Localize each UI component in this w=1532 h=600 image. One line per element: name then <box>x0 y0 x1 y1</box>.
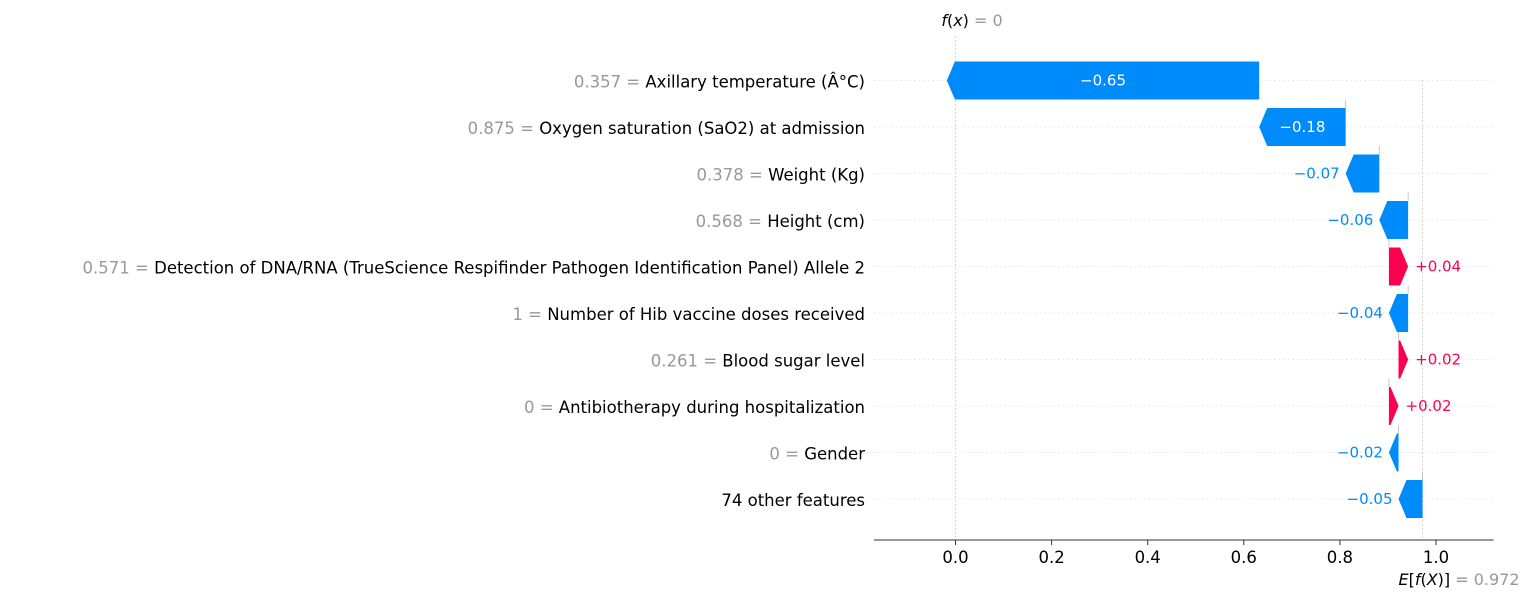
contribution-label: +0.02 <box>1415 351 1461 369</box>
contribution-bar <box>1259 108 1346 146</box>
feature-label: 0.875 = Oxygen saturation (SaO2) at admi… <box>468 119 865 138</box>
feature-name: Height (cm) <box>767 212 865 231</box>
contribution-label: −0.02 <box>1337 444 1383 462</box>
fx-annotation: f(x) = 0 <box>941 11 1002 30</box>
feature-value: 0 = <box>524 398 559 417</box>
feature-name: Oxygen saturation (SaO2) at admission <box>539 119 865 138</box>
feature-name: Weight (Kg) <box>768 165 865 184</box>
feature-label: 0.357 = Axillary temperature (Â°C) <box>574 72 865 91</box>
feature-value: 0.357 = <box>574 72 646 91</box>
feature-value: 0.875 = <box>468 119 540 138</box>
base-annotation: E[f(X)] = 0.972 <box>1398 570 1519 589</box>
contribution-label: −0.18 <box>1279 118 1325 136</box>
contribution-label: −0.04 <box>1337 304 1383 322</box>
contribution-bars: −0.65 −0.18 −0.07 −0.06 +0.04 −0.04 +0.02 +0.02… <box>946 61 1461 518</box>
contribution-label: +0.02 <box>1406 397 1452 415</box>
x-tick-label: 0.0 <box>942 548 968 567</box>
gridlines <box>873 36 1494 540</box>
feature-name: Number of Hib vaccine doses received <box>547 305 865 324</box>
x-tick-label: 0.2 <box>1038 548 1064 567</box>
feature-value: 1 = <box>512 305 547 324</box>
feature-label: 74 other features <box>721 491 865 510</box>
feature-name: Gender <box>804 444 865 463</box>
contribution-bar <box>1345 154 1380 193</box>
feature-value: 0.378 = <box>697 165 769 184</box>
contribution-bar <box>946 61 1260 100</box>
feature-name: Axillary temperature (Â°C) <box>645 72 865 91</box>
contribution-bar <box>1379 201 1409 239</box>
x-tick-label: 0.4 <box>1135 548 1161 567</box>
contribution-bar <box>1388 387 1399 425</box>
x-axis: 0.0 0.2 0.4 0.6 0.8 1.0 <box>873 539 1494 567</box>
contribution-bar <box>1388 294 1409 332</box>
feature-name: Detection of DNA/RNA (TrueScience Respif… <box>154 258 865 277</box>
feature-label: 1 = Number of Hib vaccine doses received <box>512 305 865 324</box>
feature-labels: 0.357 = Axillary temperature (Â°C) 0.875 … <box>83 72 866 510</box>
feature-label: 0.261 = Blood sugar level <box>651 351 865 370</box>
x-tick-label: 0.8 <box>1327 548 1353 567</box>
feature-value: 0.568 = <box>696 212 768 231</box>
contribution-bar <box>1398 340 1409 379</box>
feature-name: 74 other features <box>721 491 865 510</box>
feature-label: 0 = Antibiotherapy during hospitalizatio… <box>524 398 865 417</box>
feature-label: 0.378 = Weight (Kg) <box>697 165 865 184</box>
x-tick-label: 1.0 <box>1423 548 1449 567</box>
contribution-label: −0.07 <box>1294 165 1340 183</box>
feature-value: 0.571 = <box>83 258 155 277</box>
contribution-label: −0.05 <box>1347 490 1393 508</box>
contribution-label: −0.65 <box>1080 72 1126 90</box>
feature-label: 0.568 = Height (cm) <box>696 212 865 231</box>
contribution-label: +0.04 <box>1415 258 1461 276</box>
contribution-bar <box>1398 480 1423 518</box>
fx-value: 0 <box>993 11 1003 30</box>
contribution-bar <box>1388 433 1399 472</box>
feature-label: 0.571 = Detection of DNA/RNA (TrueScienc… <box>83 258 865 277</box>
feature-value: 0.261 = <box>651 351 723 370</box>
x-tick-label: 0.6 <box>1231 548 1257 567</box>
feature-label: 0 = Gender <box>769 444 865 463</box>
base-value: 0.972 <box>1474 570 1520 589</box>
contribution-label: −0.06 <box>1327 211 1373 229</box>
feature-name: Antibiotherapy during hospitalization <box>559 398 865 417</box>
contribution-bar <box>1388 247 1409 286</box>
feature-value: 0 = <box>769 444 804 463</box>
feature-name: Blood sugar level <box>722 351 865 370</box>
